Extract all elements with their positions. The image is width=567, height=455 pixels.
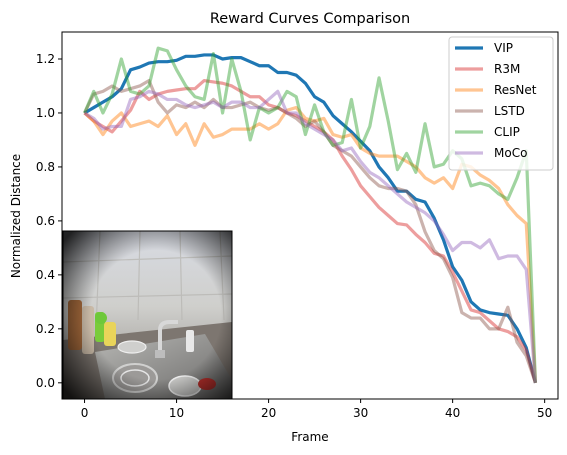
chart-title: Reward Curves Comparison <box>210 11 410 27</box>
legend: VIP R3M ResNet LSTD CLIP MoCo <box>448 36 554 171</box>
x-tick-label: 50 <box>537 406 552 420</box>
x-tick-label: 30 <box>353 406 368 420</box>
kitchen-sink-photo <box>63 231 232 399</box>
series-line-r3m <box>83 78 537 384</box>
y-tick-label: 0.4 <box>36 268 55 282</box>
y-tick-label: 0.0 <box>36 376 55 390</box>
y-axis-label: Normalized Distance <box>9 154 23 278</box>
x-tick-label: 20 <box>261 406 276 420</box>
legend-box <box>448 36 554 171</box>
legend-label-lstd: LSTD <box>494 104 525 118</box>
y-tick-label: 0.6 <box>36 214 55 228</box>
legend-label-vip: VIP <box>494 41 513 55</box>
legend-label-moco: MoCo <box>494 146 527 160</box>
legend-label-resnet: ResNet <box>494 83 537 97</box>
series-line-lstd <box>83 78 537 384</box>
legend-label-r3m: R3M <box>494 62 520 76</box>
x-tick-label: 40 <box>445 406 460 420</box>
series-layer <box>83 46 538 384</box>
legend-label-clip: CLIP <box>494 125 520 139</box>
x-axis-label: Frame <box>291 430 328 444</box>
series-line-moco <box>83 89 538 383</box>
x-tick-label: 10 <box>169 406 184 420</box>
y-tick-label: 0.2 <box>36 322 55 336</box>
y-tick-label: 0.8 <box>36 160 55 174</box>
series-line-vip <box>83 53 537 384</box>
inset-photo-border <box>62 230 233 400</box>
x-tick-label: 0 <box>81 406 89 420</box>
y-tick-label: 1.0 <box>36 106 55 120</box>
y-tick-label: 1.2 <box>36 52 55 66</box>
axes-spines <box>61 31 559 400</box>
x-axis-ticks: 0 10 20 30 40 50 <box>81 399 552 420</box>
y-axis-ticks: 0.0 0.2 0.4 0.6 0.8 1.0 1.2 <box>36 52 62 390</box>
